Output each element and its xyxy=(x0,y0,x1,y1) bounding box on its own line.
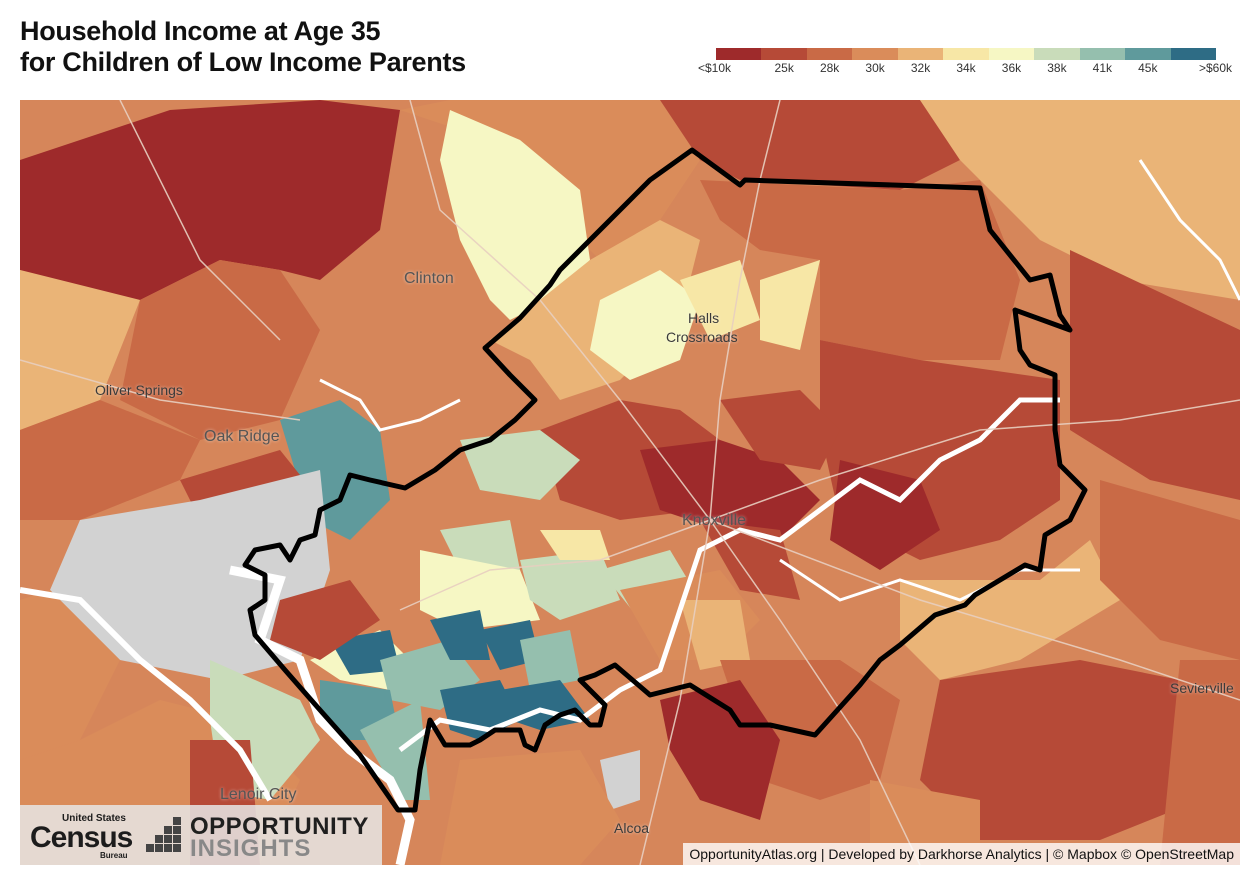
place-label-alcoa: Alcoa xyxy=(614,820,650,836)
legend-tick-label: 30k xyxy=(865,61,885,75)
map-title: Household Income at Age 35 for Children … xyxy=(20,16,466,78)
region xyxy=(460,430,580,500)
place-label-lenoir-city: Lenoir City xyxy=(220,786,297,803)
legend-swatch xyxy=(943,48,989,60)
place-label-knoxville: Knoxville xyxy=(682,512,747,529)
region xyxy=(420,550,540,630)
river xyxy=(229,565,415,865)
title-line-1: Household Income at Age 35 xyxy=(20,16,381,46)
opportunity-insights-line2: INSIGHTS xyxy=(190,835,312,862)
road xyxy=(119,100,281,341)
region xyxy=(20,270,140,430)
region xyxy=(20,590,120,760)
legend-tick-label: 28k xyxy=(819,61,840,75)
region xyxy=(490,220,700,400)
city-boundary xyxy=(242,147,1088,813)
region xyxy=(430,610,490,660)
region xyxy=(360,700,430,800)
title-line-2: for Children of Low Income Parents xyxy=(20,47,466,77)
legend-tick-label: 32k xyxy=(910,61,931,75)
map-attribution[interactable]: OpportunityAtlas.org | Developed by Dark… xyxy=(683,843,1240,865)
region xyxy=(760,260,820,350)
region xyxy=(590,270,700,380)
region xyxy=(680,600,750,670)
river xyxy=(398,397,1060,752)
road xyxy=(639,519,711,865)
legend-tick-label: 34k xyxy=(956,61,976,75)
color-legend: <$10k 25k 28k 30k 32k 34k 36k 38k 41k 45k >$60k xyxy=(698,48,1232,77)
region xyxy=(20,400,200,520)
opportunity-insights-logo: OPPORTUNITY INSIGHTS xyxy=(145,813,375,862)
legend-swatch xyxy=(852,48,898,60)
legend-color-bar xyxy=(716,48,1216,60)
legend-swatch xyxy=(897,48,944,60)
census-logo-bureau: Bureau xyxy=(100,851,128,860)
legend-tick-label: 41k xyxy=(1092,61,1113,75)
map-canvas[interactable]: Clinton Oliver Springs Oak Ridge Halls C… xyxy=(20,100,1240,865)
legend-swatch xyxy=(1125,48,1171,60)
region xyxy=(440,110,590,320)
place-label-oak-ridge: Oak Ridge xyxy=(204,428,280,445)
opportunity-insights-line1: OPPORTUNITY xyxy=(190,813,369,840)
region xyxy=(120,260,320,440)
region xyxy=(1160,660,1240,865)
river xyxy=(1138,159,1240,301)
place-label-sevierville: Sevierville xyxy=(1170,680,1234,696)
region xyxy=(1070,250,1240,500)
legend-ticks: <$10k 25k 28k 30k 32k 34k 36k 38k 41k 45k >$60k xyxy=(698,61,1232,77)
road xyxy=(399,519,711,611)
legend-tick-label: 38k xyxy=(1047,61,1067,75)
river xyxy=(779,558,1080,602)
map-svg xyxy=(20,100,1240,865)
census-logo: United States Census Bureau xyxy=(30,811,133,860)
region xyxy=(900,540,1120,680)
legend-tick-label: >$60k xyxy=(1198,61,1232,75)
river xyxy=(319,378,461,432)
region xyxy=(520,550,620,620)
legend-tick-label: 45k xyxy=(1138,61,1158,75)
place-label-clinton: Clinton xyxy=(404,270,454,287)
region xyxy=(660,680,780,820)
region xyxy=(440,750,620,865)
legend-swatch xyxy=(806,48,853,60)
legend-tick-label: 25k xyxy=(774,61,794,75)
place-label-halls-line2: Crossroads xyxy=(666,329,738,345)
census-logo-top: United States xyxy=(62,813,126,824)
legend-swatch xyxy=(1079,48,1126,60)
legend-swatch xyxy=(1034,48,1080,60)
region xyxy=(640,440,820,540)
legend-tick-label: 36k xyxy=(1001,61,1022,75)
region xyxy=(600,750,640,810)
region xyxy=(20,100,400,300)
road xyxy=(709,100,781,521)
legend-swatch xyxy=(716,48,762,60)
opportunity-insights-grid-icon xyxy=(146,817,181,852)
place-label-halls-line1: Halls xyxy=(688,310,720,326)
region xyxy=(660,100,960,190)
place-label-oliver-springs: Oliver Springs xyxy=(95,382,183,398)
road xyxy=(409,100,711,521)
road xyxy=(20,359,301,421)
legend-swatch xyxy=(761,48,807,60)
region xyxy=(920,660,1200,840)
region xyxy=(700,180,1020,360)
legend-swatch xyxy=(1170,48,1216,60)
region xyxy=(270,580,380,660)
logo-panel: United States Census Bureau OPPORTUNITY … xyxy=(20,805,382,865)
region xyxy=(540,530,610,560)
region xyxy=(920,100,1240,300)
road xyxy=(709,519,921,865)
region xyxy=(1100,480,1240,660)
region xyxy=(520,630,580,690)
census-logo-word: Census xyxy=(30,821,133,854)
river xyxy=(20,587,273,802)
legend-tick-label: <$10k xyxy=(698,61,732,75)
legend-swatch xyxy=(988,48,1035,60)
region xyxy=(440,520,520,570)
road xyxy=(709,399,1240,521)
road xyxy=(709,519,1240,701)
region xyxy=(720,390,840,470)
